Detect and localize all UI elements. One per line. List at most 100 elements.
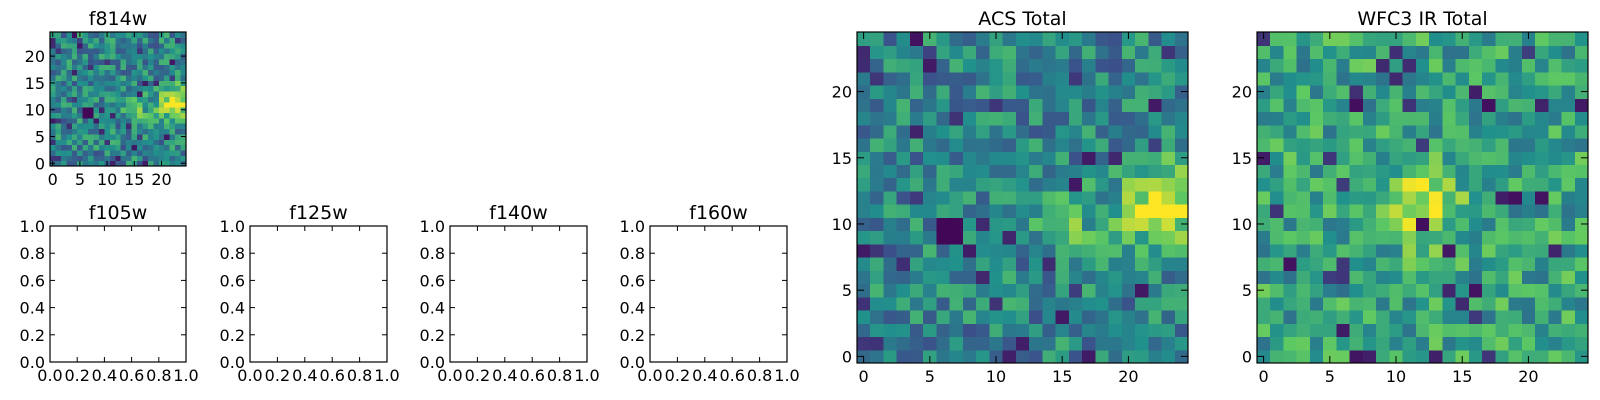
heatmap-cell: [962, 177, 977, 192]
heatmap-cell: [115, 155, 122, 162]
heatmap-cell: [55, 96, 62, 103]
heatmap-cell: [1121, 270, 1136, 285]
heatmap-cell: [1455, 283, 1470, 298]
heatmap-cell: [1495, 270, 1510, 285]
heatmap-cell: [50, 117, 57, 124]
heatmap-cell: [98, 155, 105, 162]
heatmap-cell: [909, 230, 924, 245]
heatmap-cell: [82, 90, 89, 97]
heatmap-cell: [1574, 58, 1589, 73]
heatmap-cell: [962, 164, 977, 179]
heatmap-cell: [55, 85, 62, 92]
heatmap-cell: [71, 80, 78, 87]
heatmap-cell: [88, 149, 95, 156]
heatmap-cell: [1095, 71, 1110, 86]
heatmap-cell: [55, 37, 62, 44]
heatmap-cell: [1174, 296, 1189, 311]
heatmap-cell: [71, 64, 78, 71]
heatmap-cell: [115, 74, 122, 81]
heatmap-cell: [82, 85, 89, 92]
heatmap-cell: [82, 96, 89, 103]
heatmap-cell: [147, 123, 154, 130]
heatmap-cell: [1015, 283, 1030, 298]
heatmap-cell: [1482, 283, 1496, 298]
heatmap-cell: [88, 133, 95, 140]
x-tick-label: 0: [859, 367, 869, 386]
heatmap-cell: [169, 32, 176, 38]
heatmap-cell: [158, 155, 165, 162]
heatmap-cell: [1442, 270, 1457, 285]
heatmap-cell: [1121, 45, 1136, 60]
heatmap-cell: [1336, 283, 1351, 298]
heatmap-cell: [115, 69, 122, 76]
heatmap-cell: [896, 45, 911, 60]
heatmap-cell: [883, 32, 898, 46]
heatmap-cell: [936, 296, 951, 311]
heatmap-cell: [883, 58, 898, 73]
heatmap-cell: [896, 323, 911, 338]
heatmap-cell: [1309, 270, 1324, 285]
heatmap-cell: [88, 117, 95, 124]
heatmap-cell: [120, 37, 127, 44]
heatmap-cell: [1002, 257, 1017, 271]
heatmap-cell: [1402, 270, 1417, 285]
heatmap-cell: [164, 139, 171, 146]
heatmap-cell: [175, 74, 182, 81]
heatmap-cell: [88, 64, 95, 71]
heatmap-cell: [1402, 283, 1417, 298]
heatmap-cell: [137, 74, 144, 81]
heatmap-cell: [870, 124, 885, 139]
heatmap-cell: [1068, 111, 1083, 126]
heatmap-cell: [153, 128, 160, 135]
heatmap-cell: [1055, 283, 1070, 298]
heatmap-cell: [1429, 336, 1443, 351]
heatmap-cell: [147, 101, 154, 108]
heatmap-cell: [93, 69, 100, 76]
heatmap-cell: [883, 190, 898, 205]
heatmap-cell: [1376, 151, 1390, 165]
heatmap-cell: [1574, 164, 1589, 179]
heatmap-cell: [1389, 310, 1404, 324]
heatmap-cell: [923, 151, 938, 165]
heatmap-cell: [77, 128, 84, 135]
heatmap-cell: [115, 139, 122, 146]
heatmap-cell: [1521, 98, 1536, 113]
heatmap-cell: [50, 90, 57, 97]
heatmap-cell: [1521, 177, 1536, 192]
heatmap-cell: [1068, 217, 1083, 232]
heatmap-cell: [147, 128, 154, 135]
heatmap-cell: [71, 107, 78, 113]
x-tick-label: 0.2: [265, 366, 290, 385]
heatmap-cell: [1029, 310, 1043, 324]
heatmap-cell: [870, 190, 885, 205]
heatmap-cell: [1574, 257, 1589, 271]
heatmap-cell: [989, 151, 1004, 165]
heatmap-cell: [923, 336, 938, 351]
heatmap-cell: [1468, 177, 1483, 192]
heatmap-cell: [909, 243, 924, 258]
heatmap-cell: [1442, 257, 1457, 271]
heatmap-cell: [1161, 84, 1176, 99]
heatmap-cell: [1015, 177, 1030, 192]
heatmap-cell: [1257, 296, 1271, 311]
heatmap-cell: [1042, 270, 1057, 285]
heatmap-cell: [923, 257, 938, 271]
heatmap-cell: [126, 160, 133, 167]
heatmap-cell: [1495, 257, 1510, 271]
heatmap-cell: [1055, 111, 1070, 126]
heatmap-cell: [98, 160, 105, 167]
heatmap-cell: [1270, 336, 1285, 351]
heatmap-cell: [1135, 323, 1149, 338]
heatmap-cell: [1068, 257, 1083, 271]
heatmap-cell: [147, 155, 154, 162]
heatmap-cell: [1389, 243, 1404, 258]
heatmap-cell: [1323, 111, 1338, 126]
heatmap-cell: [82, 117, 89, 124]
heatmap-cell: [1042, 190, 1057, 205]
heatmap-cell: [1309, 151, 1324, 165]
heatmap-cell: [1376, 177, 1390, 192]
heatmap-cell: [1029, 283, 1043, 298]
heatmap-cell: [1349, 84, 1364, 99]
heatmap-cell: [77, 133, 84, 140]
y-tick-label: 15: [25, 74, 45, 93]
